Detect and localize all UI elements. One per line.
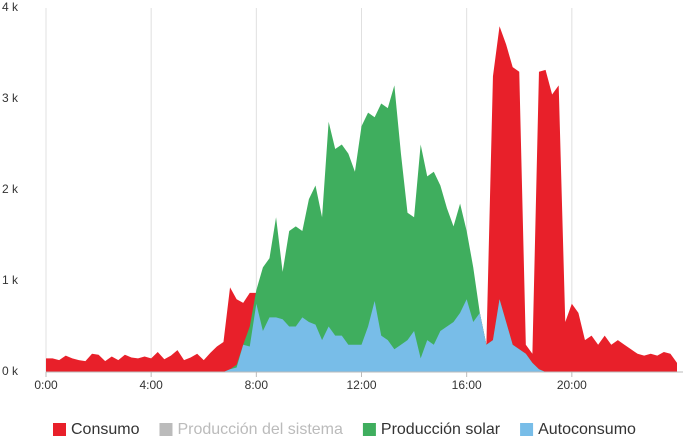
legend-label[interactable]: Producción del sistema <box>177 421 343 438</box>
legend-swatch[interactable] <box>53 423 66 436</box>
y-tick-label: 2 k <box>2 182 19 196</box>
y-tick-label: 4 k <box>2 0 19 14</box>
area <box>46 85 677 372</box>
area <box>46 26 677 372</box>
x-tick-label: 12:00 <box>346 378 376 392</box>
x-tick-label: 4:00 <box>139 378 163 392</box>
y-tick-label: 3 k <box>2 91 19 105</box>
legend-label[interactable]: Producción solar <box>381 421 501 438</box>
y-tick-label: 0 k <box>2 364 19 378</box>
x-tick-label: 0:00 <box>34 378 58 392</box>
legend-label[interactable]: Consumo <box>71 421 140 438</box>
area <box>46 299 677 372</box>
legend-swatch[interactable] <box>520 423 534 436</box>
legend-swatch[interactable] <box>362 423 376 436</box>
x-tick-label: 16:00 <box>452 378 482 392</box>
y-tick-label: 1 k <box>2 273 19 287</box>
legend-label[interactable]: Autoconsumo <box>538 421 636 438</box>
x-tick-label: 20:00 <box>557 378 587 392</box>
legend-swatch[interactable] <box>159 423 173 436</box>
x-tick-label: 8:00 <box>245 378 269 392</box>
